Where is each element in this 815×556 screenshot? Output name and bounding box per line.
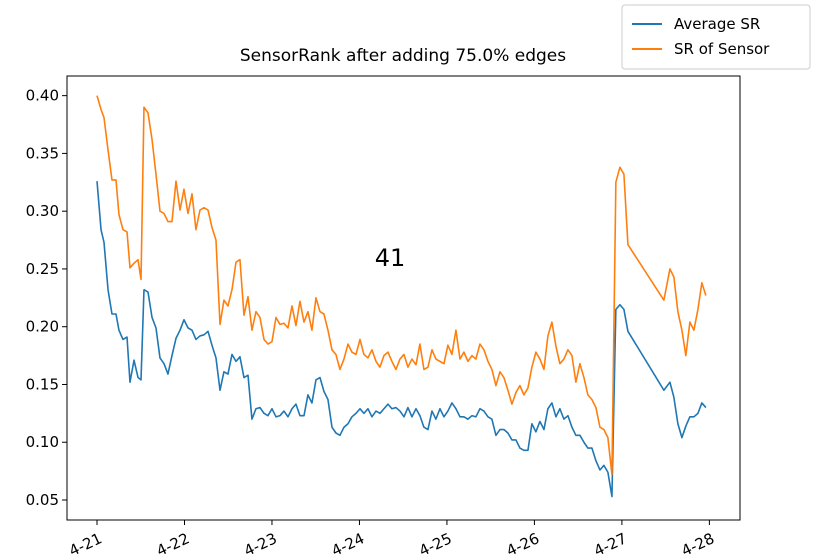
series-line [96,181,707,498]
annotation: 41 [375,244,406,272]
y-tick-label: 0.10 [26,433,59,451]
legend-label: Average SR [674,15,760,33]
y-tick-label: 0.40 [26,87,59,105]
chart-title: SensorRank after adding 75.0% edges [240,46,566,66]
x-tick-label: 4-27 [591,529,629,556]
y-tick-label: 0.20 [26,318,59,336]
x-tick-label: 4-21 [66,529,104,556]
x-tick-label: 4-23 [241,529,279,556]
x-tick-label: 4-24 [329,529,367,556]
y-tick-label: 0.05 [26,491,59,509]
y-tick-label: 0.25 [26,260,59,278]
x-tick-label: 4-26 [504,529,542,556]
y-tick-label: 0.30 [26,202,59,220]
y-tick-label: 0.35 [26,144,59,162]
x-tick-label: 4-28 [679,529,717,556]
x-tick-label: 4-25 [416,529,454,556]
plot-frame [66,75,741,521]
x-tick-label: 4-22 [154,529,192,556]
y-tick-label: 0.15 [26,375,59,393]
legend-label: SR of Sensor [674,40,770,58]
legend-box [621,4,811,70]
series-line [96,95,707,476]
